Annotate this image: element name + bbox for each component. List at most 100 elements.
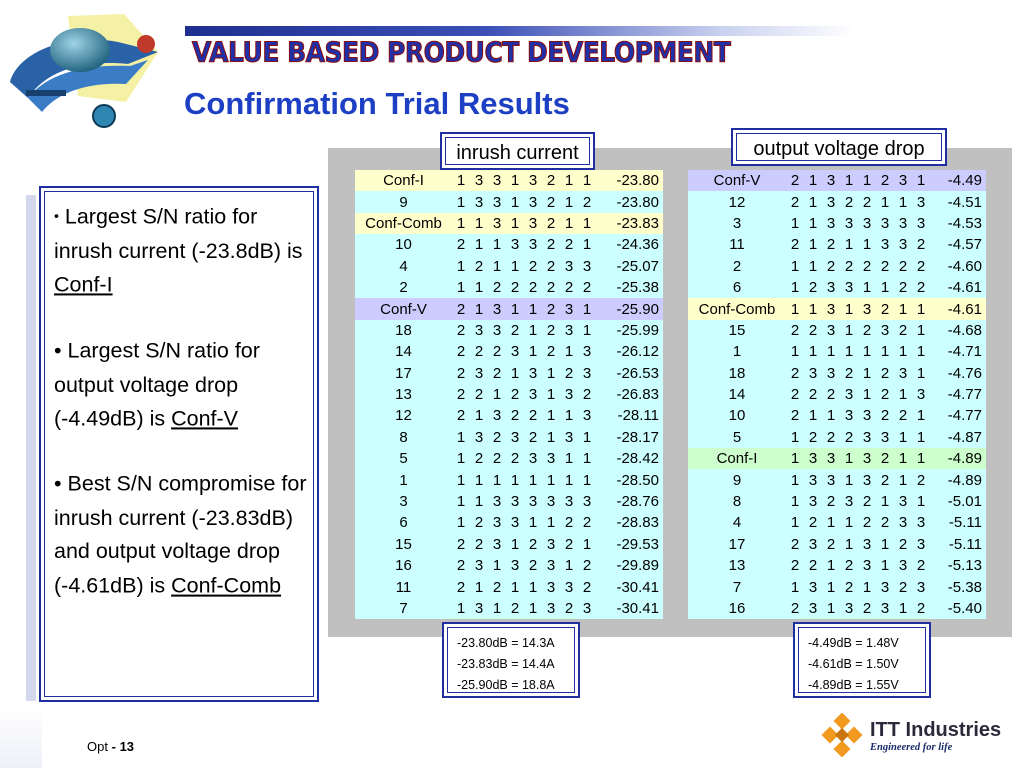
- factor-level-cell: 1: [546, 364, 556, 382]
- factor-level-cell: 1: [492, 471, 502, 489]
- factor-level-cell: 3: [488, 298, 506, 320]
- factor-level-cell: 1: [452, 170, 470, 192]
- table-row: 1 1 1 1 1 1 1 1 1 -28.50: [355, 469, 663, 490]
- factor-level-cell: 2: [826, 428, 836, 446]
- factor-level-cell: 3: [822, 170, 840, 192]
- factor-level-cell: 1: [564, 450, 574, 468]
- factor-level-cell: 1: [862, 236, 872, 254]
- table-row: 9 1 3 3 1 3 2 1 2 -4.89: [688, 469, 986, 490]
- factor-level-cell: 2: [564, 514, 574, 532]
- sn-ratio-cell: -4.61: [947, 279, 982, 297]
- config-name-cell: 17: [395, 364, 412, 382]
- factor-level-cell: 3: [564, 386, 574, 404]
- config-name-cell: 9: [399, 193, 408, 211]
- factor-level-cell: 1: [456, 279, 466, 297]
- factor-level-cell: 2: [790, 407, 800, 425]
- factor-level-cell: 3: [492, 407, 502, 425]
- factor-level-cell: 1: [808, 407, 818, 425]
- factor-level-cell: 2: [456, 343, 466, 361]
- factor-level-cell: 2: [474, 535, 484, 553]
- sn-ratio-cell: -5.13: [947, 557, 982, 575]
- factor-level-cell: 3: [898, 364, 908, 382]
- table-row: 15 2 2 3 1 2 3 2 1 -29.53: [355, 534, 663, 555]
- factor-level-cell: 2: [786, 170, 804, 192]
- sn-ratio-cell: -4.76: [947, 364, 982, 382]
- factor-level-cell: 3: [880, 428, 890, 446]
- factor-level-cell: 1: [474, 407, 484, 425]
- config-name-cell: 7: [399, 600, 408, 617]
- sn-ratio-cell: -24.36: [616, 236, 659, 254]
- factor-level-cell: 1: [880, 193, 890, 211]
- factor-level-cell: 1: [470, 212, 488, 235]
- table-row: 8 1 3 2 3 2 1 3 1 -28.17: [355, 427, 663, 448]
- config-name-cell: Conf-Comb: [688, 298, 786, 320]
- factor-level-cell: 1: [560, 170, 578, 192]
- page-title: Confirmation Trial Results: [184, 86, 570, 121]
- factor-level-cell: 3: [546, 535, 556, 553]
- bullet-2: • Largest S/N ratio for output voltage d…: [54, 334, 307, 436]
- factor-level-cell: 2: [880, 514, 890, 532]
- table-row: Conf-I 1 3 3 1 3 2 1 1 -4.89: [688, 448, 986, 470]
- factor-level-cell: 3: [474, 557, 484, 575]
- factor-level-cell: 2: [492, 450, 502, 468]
- factor-level-cell: 2: [898, 279, 908, 297]
- factor-level-cell: 2: [528, 535, 538, 553]
- globe-arrow-logo-icon: [10, 14, 158, 128]
- sn-ratio-cell: -5.11: [948, 514, 982, 532]
- table-row: Conf-Comb 1 1 3 1 3 2 1 1 -23.83: [355, 212, 663, 235]
- factor-level-cell: 2: [790, 386, 800, 404]
- factor-level-cell: 2: [582, 514, 592, 532]
- factor-level-cell: 1: [916, 321, 926, 339]
- factor-level-cell: 3: [488, 212, 506, 235]
- factor-level-cell: 1: [582, 450, 592, 468]
- table-row: 2 1 1 2 2 2 2 2 2 -4.60: [688, 256, 986, 277]
- table-row: 18 2 3 3 2 1 2 3 1 -25.99: [355, 320, 663, 341]
- factor-level-cell: 3: [808, 535, 818, 553]
- table-row: 8 1 3 2 3 2 1 3 1 -5.01: [688, 491, 986, 512]
- config-name-cell: 11: [729, 236, 745, 254]
- factor-level-cell: 1: [528, 600, 538, 617]
- factor-level-cell: 3: [564, 257, 574, 275]
- factor-level-cell: 1: [492, 600, 502, 617]
- factor-level-cell: 1: [456, 450, 466, 468]
- factor-level-cell: 3: [844, 386, 854, 404]
- factor-level-cell: 3: [844, 600, 854, 617]
- factor-level-cell: 2: [844, 193, 854, 211]
- factor-level-cell: 1: [840, 298, 858, 320]
- bullet-text: Largest S/N ratio for inrush current (-2…: [54, 204, 303, 263]
- factor-level-cell: 3: [826, 214, 836, 232]
- bullet-3: • Best S/N compromise for inrush current…: [54, 467, 307, 602]
- config-name-cell: 5: [399, 450, 408, 468]
- sn-ratio-cell: -28.11: [617, 407, 659, 425]
- config-name-cell: 10: [728, 407, 746, 425]
- factor-level-cell: 1: [578, 170, 596, 192]
- factor-level-cell: 3: [564, 428, 574, 446]
- factor-level-cell: 1: [912, 170, 930, 192]
- factor-level-cell: 3: [826, 471, 836, 489]
- factor-level-cell: 3: [528, 236, 538, 254]
- factor-level-cell: 2: [876, 170, 894, 192]
- factor-level-cell: 3: [844, 493, 854, 511]
- factor-level-cell: 2: [528, 428, 538, 446]
- config-name-cell: 4: [732, 514, 742, 532]
- factor-level-cell: 1: [582, 535, 592, 553]
- factor-level-cell: 1: [844, 535, 854, 553]
- config-name-cell: Conf-V: [355, 298, 452, 320]
- sn-ratio-cell: -30.41: [616, 578, 659, 596]
- factor-level-cell: 3: [510, 557, 520, 575]
- factor-level-cell: 3: [528, 493, 538, 511]
- factor-level-cell: 1: [582, 471, 592, 489]
- factor-level-cell: 1: [844, 343, 854, 361]
- factor-level-cell: 1: [456, 471, 466, 489]
- factor-level-cell: 3: [474, 321, 484, 339]
- factor-level-cell: 1: [492, 257, 502, 275]
- footer-stripe: [0, 705, 42, 768]
- factor-level-cell: 1: [808, 214, 818, 232]
- factor-level-cell: 2: [876, 448, 894, 470]
- factor-level-cell: 1: [826, 600, 836, 617]
- table-row: 16 2 3 1 3 2 3 1 2 -5.40: [688, 598, 986, 619]
- factor-level-cell: 2: [492, 364, 502, 382]
- factor-level-cell: 3: [916, 535, 926, 553]
- sn-ratio-cell: -29.89: [616, 557, 659, 575]
- factor-level-cell: 3: [524, 170, 542, 192]
